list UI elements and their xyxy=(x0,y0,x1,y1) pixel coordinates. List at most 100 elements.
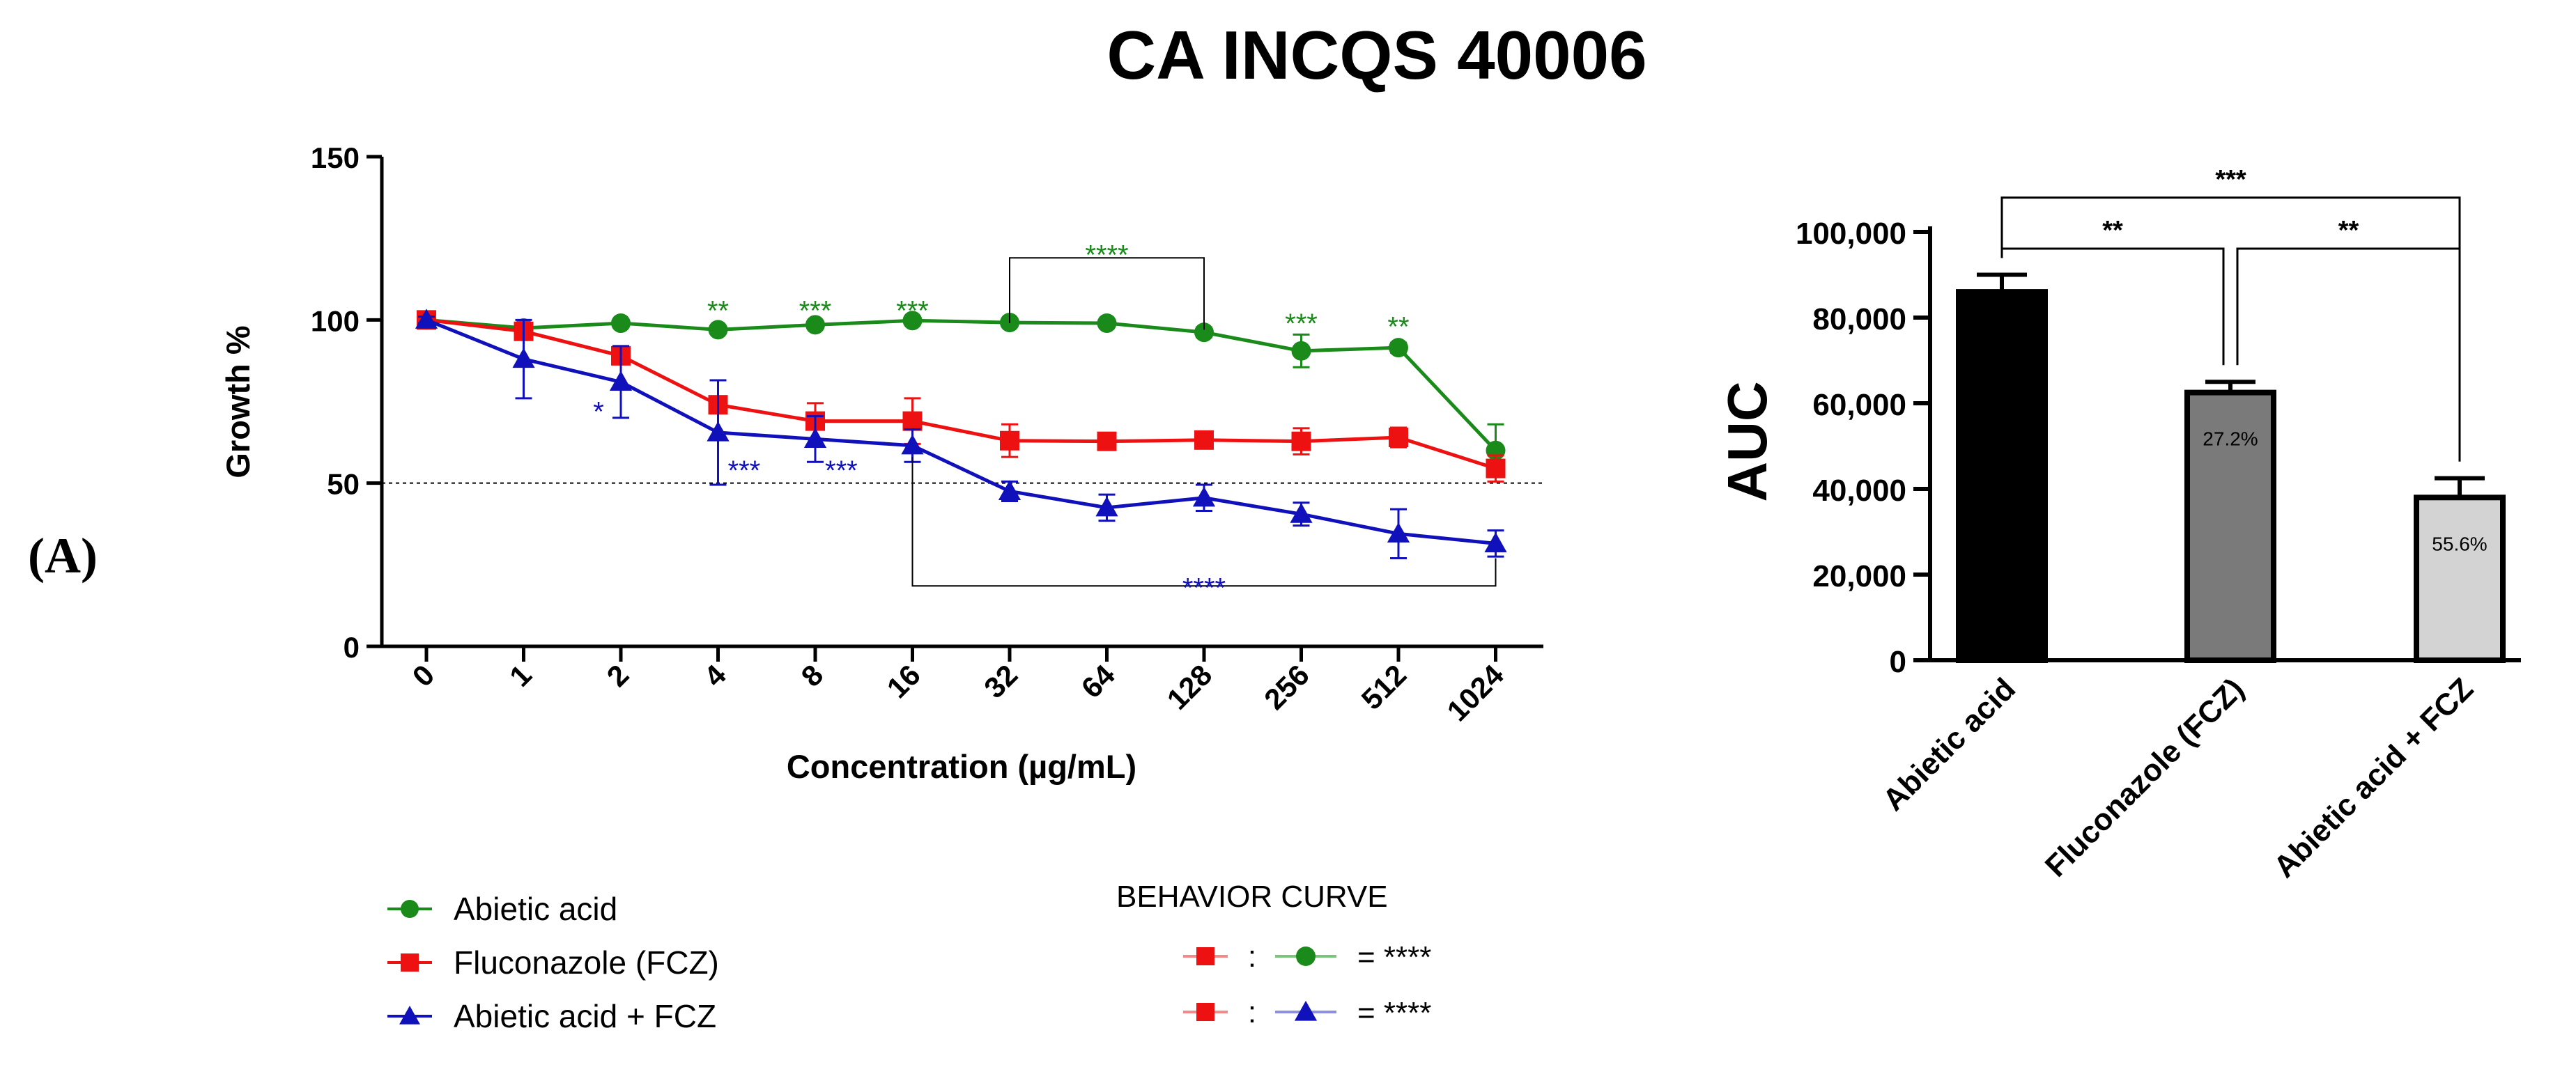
data-point xyxy=(1389,338,1408,358)
auc-bar xyxy=(1956,289,2048,664)
line-xtick-label: 128 xyxy=(1161,658,1219,716)
data-point xyxy=(707,421,730,442)
data-point xyxy=(1192,486,1216,507)
green-bracket xyxy=(1009,257,1205,330)
bar-category-label: Abietic acid xyxy=(1876,671,2022,817)
auc-bar xyxy=(2414,494,2506,663)
legend-label: Abietic acid xyxy=(454,891,617,927)
line-xtick-label: 256 xyxy=(1258,658,1316,716)
data-point xyxy=(1486,458,1506,478)
auc-bar xyxy=(2184,389,2276,663)
significance-annotation: **** xyxy=(1182,573,1226,604)
data-point xyxy=(1387,522,1410,543)
bar-significance-label: ** xyxy=(2102,216,2123,245)
line-xtick-label: 512 xyxy=(1355,658,1413,716)
legend-marker xyxy=(399,1006,420,1025)
bar-ytick-label: 100,000 xyxy=(1796,217,1906,251)
behavior-marker-right xyxy=(1294,1000,1318,1021)
figure-title: CA INCQS 40006 xyxy=(1106,17,1646,93)
line-xtick-label: 1024 xyxy=(1441,658,1511,728)
bar-ytick-label: 40,000 xyxy=(1812,474,1906,508)
behavior-separator: : xyxy=(1248,995,1256,1029)
line-xtick-label: 1 xyxy=(503,658,538,693)
bar-percent-label: 55.6% xyxy=(2432,533,2487,554)
legend-marker xyxy=(401,953,419,972)
panel-label: (A) xyxy=(28,528,98,584)
behavior-result: = **** xyxy=(1357,940,1431,974)
data-point xyxy=(708,320,728,340)
line-xtick-label: 32 xyxy=(978,658,1024,704)
legend-label: Fluconazole (FCZ) xyxy=(454,944,719,981)
series-line xyxy=(426,318,1496,545)
line-ytick-label: 100 xyxy=(311,304,360,337)
data-point xyxy=(901,434,924,455)
auc-bar-chart: AUC 0 20,000 40,000 60,000 80,000 100,000 Abie… xyxy=(1716,165,2521,885)
series-line xyxy=(426,318,1497,452)
line-ytick-label: 0 xyxy=(344,631,360,664)
legend: Abietic acid Fluconazole (FCZ) Abietic aci… xyxy=(387,891,719,1034)
data-point xyxy=(1291,341,1311,361)
data-point xyxy=(1000,430,1019,451)
series-line xyxy=(426,318,1497,470)
line-ylabel: Growth % xyxy=(219,325,256,478)
blue-bracket xyxy=(911,457,1497,587)
data-point xyxy=(1291,431,1311,451)
line-ytick-label: 150 xyxy=(311,141,360,174)
bar-significance-label: *** xyxy=(2215,165,2246,194)
significance-annotation: *** xyxy=(799,295,832,326)
data-point xyxy=(1097,313,1117,334)
data-point xyxy=(415,309,438,329)
data-point xyxy=(512,348,535,368)
bar-ytick-label: 60,000 xyxy=(1812,388,1906,422)
data-point xyxy=(1389,428,1408,448)
data-point xyxy=(803,428,827,448)
bar-ytick-label: 20,000 xyxy=(1812,559,1906,593)
data-point xyxy=(998,480,1021,500)
line-xtick-label: 4 xyxy=(697,658,732,693)
data-point xyxy=(1484,532,1507,552)
series-2 xyxy=(415,309,1507,559)
data-point xyxy=(1194,430,1214,450)
data-point xyxy=(1097,431,1117,451)
significance-annotation: *** xyxy=(1285,309,1318,339)
data-point xyxy=(902,311,923,331)
significance-annotation: * xyxy=(593,397,604,428)
data-point xyxy=(1290,503,1313,523)
significance-annotation: **** xyxy=(1085,240,1128,271)
bar-ylabel: AUC xyxy=(1716,381,1778,501)
data-point xyxy=(611,313,631,334)
series-0 xyxy=(417,310,1506,478)
significance-annotation: *** xyxy=(825,455,858,486)
data-point xyxy=(805,315,825,335)
behavior-marker-right xyxy=(1296,947,1316,966)
data-point xyxy=(902,411,923,431)
significance-annotation: *** xyxy=(896,295,929,326)
behavior-curve-title: BEHAVIOR CURVE xyxy=(1116,880,1388,914)
bar-significance-bracket xyxy=(2000,196,2461,462)
line-xtick-label: 16 xyxy=(881,658,927,704)
legend-label: Abietic acid + FCZ xyxy=(454,998,716,1034)
significance-annotation: ** xyxy=(1387,312,1409,343)
significance-annotation: ** xyxy=(707,295,729,326)
bar-significance-label: ** xyxy=(2338,216,2359,245)
data-point xyxy=(1095,496,1118,517)
line-xtick-label: 2 xyxy=(601,658,635,693)
data-point xyxy=(1194,322,1214,343)
bar-ytick-label: 80,000 xyxy=(1812,302,1906,336)
behavior-result: = **** xyxy=(1357,996,1431,1030)
line-xlabel: Concentration (µg/mL) xyxy=(787,748,1136,785)
data-point xyxy=(609,371,633,391)
line-xtick-label: 8 xyxy=(795,658,830,693)
significance-annotation: *** xyxy=(728,455,761,486)
bar-ytick-label: 0 xyxy=(1890,645,1906,679)
line-ytick-label: 50 xyxy=(327,468,360,501)
behavior-curve: BEHAVIOR CURVE : = ****: = **** xyxy=(1116,880,1431,1030)
bar-percent-label: 27.2% xyxy=(2203,428,2258,450)
legend-marker xyxy=(401,900,419,918)
bar-category-label: Abietic acid + FCZ xyxy=(2267,671,2480,884)
bar-category-label: Fluconazole (FCZ) xyxy=(2039,671,2251,883)
behavior-marker-left xyxy=(1196,947,1214,965)
line-xtick-label: 64 xyxy=(1075,658,1122,705)
series-1 xyxy=(417,310,1506,483)
